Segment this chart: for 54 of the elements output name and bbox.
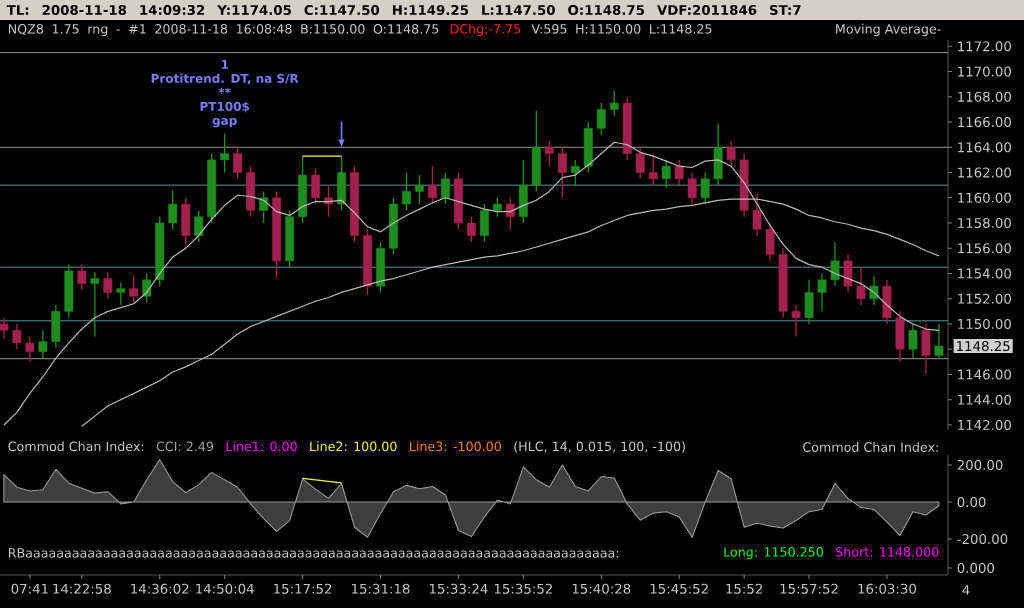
text: Line3: -100.00: [410, 441, 501, 452]
annotation: **: [218, 87, 231, 94]
y-tick-label: -200.00: [957, 534, 1008, 545]
y-tick-label: 1166.00: [958, 116, 1011, 128]
annotation: PT100$: [200, 101, 250, 113]
text: Line2: 100.00: [310, 441, 397, 452]
annotation: gap: [212, 118, 237, 128]
category-label: 15:31:18: [352, 583, 410, 594]
text: Line1: 0.00: [226, 441, 297, 452]
chart-title: Commod Chan Index:: [8, 441, 144, 452]
category-label: 14:50:04: [196, 583, 254, 594]
y-tick-label: 1170.00: [958, 66, 1011, 77]
text: Short: 1148.000: [836, 546, 939, 557]
y-tick-label: 1156.00: [958, 243, 1011, 254]
category-label: 15:45:52: [650, 583, 708, 594]
category-label: 16:03:30: [858, 583, 917, 594]
text: V:595 H:1150.00 L:1148.25: [531, 24, 712, 34]
y-tick-label: 200.00: [957, 459, 1003, 471]
y-tick-label: 1158.00: [958, 217, 1011, 229]
category-label: 14:22:58: [53, 583, 111, 594]
text: DChg:-7.75: [450, 23, 521, 37]
y-tick-label: 1150.00: [958, 318, 1011, 330]
text: 0.000: [957, 562, 995, 574]
y-tick-label: 1144.00: [958, 394, 1011, 405]
text: Commod Chan Index:: [803, 442, 938, 452]
text: CCI: 2.49: [156, 441, 214, 452]
y-tick-label: 0.00: [957, 496, 986, 508]
text: Moving Average-: [836, 23, 941, 37]
category-label: 07:41: [11, 583, 48, 594]
annotation: Protitrend. DT, na S/R: [151, 73, 299, 85]
category-label: 15:35:52: [494, 583, 552, 594]
y-tick-label: 1168.00: [958, 91, 1011, 102]
chart-subtitle: NQZ8 1.75 rng - #1 2008-11-18 16:08:48 B:1150.00 O:1148.75: [8, 24, 439, 37]
y-tick-label: 1164.00: [958, 142, 1011, 153]
text: Long: 1150.250: [724, 547, 823, 560]
category-label: 14:36:02: [131, 583, 189, 594]
annotation: 1: [221, 60, 229, 69]
category-label: 15:17:52: [274, 583, 332, 594]
text: 4: [962, 585, 970, 595]
category-label: 15:40:28: [572, 583, 631, 594]
y-tick-label: 1146.00: [958, 369, 1011, 380]
y-tick-label: 1142.00: [958, 419, 1011, 430]
text: 1148.25: [957, 341, 1010, 352]
chart-title: TL: 2008-11-18 14:09:32 Y:1174.05 C:1147.50 H:1149.25 L:1147.50 O:1148.75 VDF:2011846 ST:7: [6, 4, 801, 16]
y-tick-label: 1154.00: [958, 268, 1011, 279]
category-label: 15:52: [726, 583, 762, 594]
text: RBaaaaaaaaaaaaaaaaaaaaaaaaaaaaaaaaaaaaaaaaaaaaaaaaaaaaaaaaaaaaaaaaaaaaaaaaaaaa:: [8, 548, 619, 558]
y-tick-label: 1172.00: [958, 41, 1011, 52]
y-tick-label: 1160.00: [958, 192, 1011, 203]
category-label: 15:57:52: [780, 583, 838, 594]
category-label: 15:33:24: [429, 583, 488, 594]
y-tick-label: 1162.00: [958, 167, 1011, 178]
y-tick-label: 1152.00: [958, 293, 1011, 304]
text: (HLC, 14, 0.015, 100, -100): [514, 441, 685, 453]
